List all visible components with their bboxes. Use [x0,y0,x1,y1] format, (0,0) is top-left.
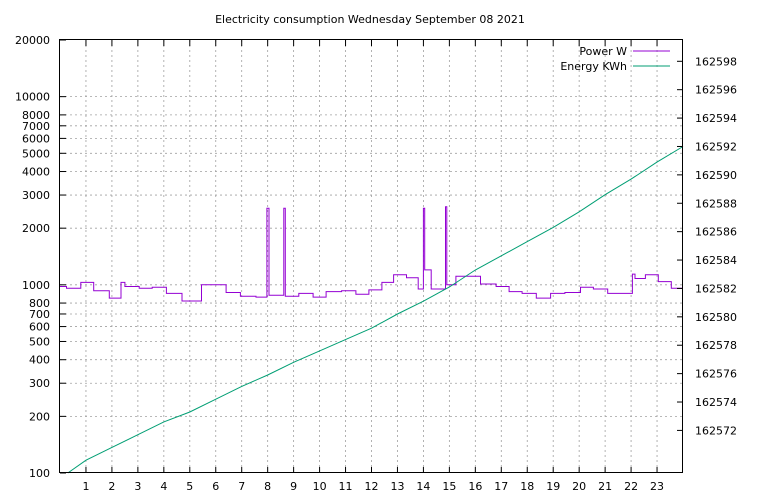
x-tick-label: 14 [416,480,430,493]
y2-tick-label: 162598 [695,55,737,68]
x-tick-label: 8 [264,480,271,493]
y2-tick-label: 162574 [695,396,737,409]
series-layer [60,146,684,474]
series-line-energy [67,146,684,474]
y-tick-label: 10000 [15,91,50,104]
y2-tick-label: 162590 [695,169,737,182]
grid-layer [60,40,683,473]
y-tick-label: 5000 [22,147,50,160]
y-tick-label: 4000 [22,166,50,179]
chart-title: Electricity consumption Wednesday Septem… [215,13,525,26]
x-tick-label: 21 [598,480,612,493]
plot-frame [59,39,683,473]
y2-tick-label: 162588 [695,197,737,210]
x-tick-label: 22 [624,480,638,493]
y2-tick-label: 162578 [695,339,737,352]
x-tick-label: 23 [650,480,664,493]
x-tick-label: 9 [290,480,297,493]
x-tick-label: 2 [108,480,115,493]
y-tick-label: 7000 [22,120,50,133]
y-tick-label: 800 [29,297,50,310]
y2-tick-label: 162576 [695,368,737,381]
x-tick-label: 15 [442,480,456,493]
y-tick-label: 2000 [22,222,50,235]
y-tick-label: 8000 [22,109,50,122]
y-tick-label: 400 [29,354,50,367]
y2-tick-label: 162572 [695,424,737,437]
x-tick-label: 18 [520,480,534,493]
x-tick-label: 5 [186,480,193,493]
y-tick-label: 200 [29,410,50,423]
x-tick-label: 4 [160,480,167,493]
legend-label: Power W [579,45,627,58]
y-tick-label: 100 [29,467,50,480]
x-tick-label: 10 [313,480,327,493]
y-tick-label: 20000 [15,34,50,47]
y-tick-label: 1000 [22,279,50,292]
y2-tick-label: 162584 [695,254,737,267]
x-tick-label: 1 [82,480,89,493]
y2-tick-label: 162596 [695,84,737,97]
y-tick-label: 700 [29,308,50,321]
y-tick-label: 500 [29,335,50,348]
x-tick-label: 13 [390,480,404,493]
y2-tick-label: 162582 [695,282,737,295]
y2-tick-label: 162594 [695,112,737,125]
y2-tick-label: 162592 [695,140,737,153]
y-tick-label: 300 [29,377,50,390]
y-tick-label: 3000 [22,189,50,202]
x-tick-label: 17 [494,480,508,493]
x-tick-label: 16 [468,480,482,493]
x-tick-label: 20 [572,480,586,493]
y-tick-label: 6000 [22,132,50,145]
y-tick-label: 600 [29,321,50,334]
legend: Power W Energy KWh [560,45,670,73]
x-tick-label: 11 [339,480,353,493]
y2-tick-label: 162586 [695,226,737,239]
series-line-power [60,206,683,302]
y2-tick-label: 162580 [695,311,737,324]
x-tick-label: 6 [212,480,219,493]
x-tick-label: 19 [546,480,560,493]
x-tick-label: 7 [238,480,245,493]
axis-layer: 1 2 3 4 5 6 7 8 9 10 11 12 13 14 15 16 17 18 19 20 21 22 23100… [15,34,737,493]
x-tick-label: 3 [134,480,141,493]
x-tick-label: 12 [365,480,379,493]
legend-label: Energy KWh [560,60,627,73]
